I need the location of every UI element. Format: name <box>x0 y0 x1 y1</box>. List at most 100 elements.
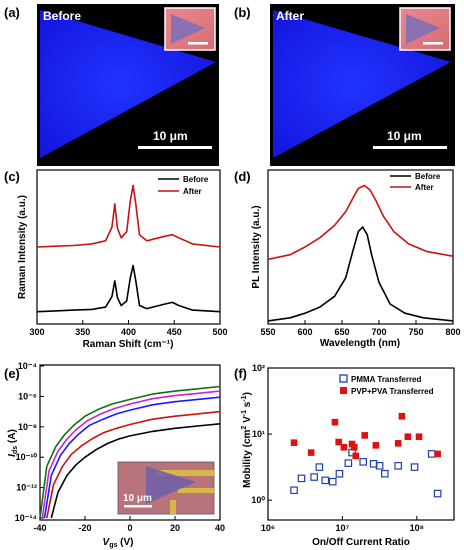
panel-f-point-pvp <box>361 432 369 439</box>
panel-e-inset-electrode-low <box>170 500 176 514</box>
panel-f-point-pvp <box>307 449 315 456</box>
panel-d-xtick-label: 550 <box>260 327 275 337</box>
panel-f-ylabel: Mobility (cm2 V-1 s-1) <box>241 392 253 488</box>
panel-f-point-pmma <box>290 486 298 495</box>
panel-f-point-pmma <box>335 469 344 478</box>
panel-a-inset-flake <box>171 14 205 44</box>
panel-c-ylabel: Raman Intensity (a.u.) <box>17 195 28 299</box>
panel-e-letter: (e) <box>4 366 20 381</box>
panel-e-ytick-label: 10⁻⁶ <box>18 391 37 401</box>
panel-f-point-pvp <box>331 418 339 426</box>
panel-e-lines <box>39 385 221 519</box>
panel-f-point-pmma <box>433 489 442 498</box>
panel-d-xtick-label: 650 <box>334 327 349 337</box>
panel-c-lines <box>36 184 221 313</box>
panel-a-letter: (a) <box>4 5 20 20</box>
panel-b-letter: (b) <box>234 5 251 20</box>
panel-a-scalebar-label: 10 μm <box>153 129 188 143</box>
panel-f-point-pvp <box>404 433 412 441</box>
panel-f-point-pmma <box>359 458 368 466</box>
panel-f-xlabel: On/Off Current Ratio <box>312 537 410 548</box>
panel-a: (a) Before 10 μm <box>4 4 219 166</box>
panel-a-flake <box>40 10 216 158</box>
panel-f-legend-pmma: PMMA Transferred <box>351 375 422 384</box>
panel-d-ylabel: PL Intensity (a.u.) <box>251 205 262 288</box>
panel-d-series-after <box>267 184 454 261</box>
panel-f-ticks: 10⁶ 10⁷ 10⁸ 10⁰ 10¹ 10² <box>251 363 424 533</box>
panel-e-xtick-label: -20 <box>78 523 91 533</box>
panel-b-title: After <box>276 9 304 23</box>
panel-e-curve-3 <box>43 396 221 519</box>
panel-f-xtick-label: 10⁸ <box>410 523 424 533</box>
panel-f-point-pmma <box>321 476 330 485</box>
panel-e-xtick-label: -40 <box>33 523 46 533</box>
panel-e-inset <box>117 461 215 515</box>
panel-f-point-pmma <box>328 477 337 486</box>
panel-f-point-pmma <box>410 463 419 471</box>
panel-c-letter: (c) <box>4 169 20 184</box>
panel-f-point-pvp <box>372 442 380 449</box>
panel-f-legend: PMMA Transferred PVP+PVA Transferred <box>339 374 434 396</box>
panel-c: (c) 300 350 400 450 500 Before After Raman S… <box>4 169 228 350</box>
panel-b-scalebar-label: 10 μm <box>387 129 422 143</box>
panel-f-point-pmma <box>427 450 436 458</box>
panel-d-lines <box>267 184 454 322</box>
panel-d-frame <box>267 169 454 325</box>
panel-a-inset-scalebar <box>188 42 208 45</box>
panel-c-xtick-label: 350 <box>75 327 90 337</box>
panel-f-point-pvp <box>348 440 356 448</box>
panel-f-point-pvp <box>340 444 348 451</box>
panel-d-xtick-label: 750 <box>408 327 423 337</box>
panel-e-inset-electrode-top <box>155 470 214 476</box>
panel-e-curve-2 <box>46 410 221 519</box>
panel-c-ticks: 300 350 400 450 500 <box>29 320 228 337</box>
panel-e-xtick-label: 20 <box>170 523 180 533</box>
panel-e-inset-flake <box>146 466 196 504</box>
panel-e-curve-4 <box>41 390 221 519</box>
panel-a-scalebar <box>138 146 212 149</box>
panel-f-ytick-label: 10¹ <box>252 429 265 439</box>
panel-f-point-pvp <box>335 438 342 446</box>
panel-d-xlabel: Wavelength (nm) <box>320 338 400 349</box>
panel-d-series-before <box>267 226 454 322</box>
panel-f-point-pvp <box>351 444 358 451</box>
panel-f-point-pvp <box>415 433 423 441</box>
panel-d-xtick-label: 600 <box>297 327 312 337</box>
panel-d-ticks: 550 600 650 700 750 800 <box>260 320 461 337</box>
panel-f-point-pmma <box>310 473 318 481</box>
panel-b-inset-scalebar <box>423 42 443 45</box>
panel-e-xtick-label: 40 <box>215 523 225 533</box>
panel-f-points <box>290 412 442 498</box>
panel-f-xtick-label: 10⁷ <box>336 523 350 533</box>
panel-e-xtick-label: 0 <box>127 523 132 533</box>
panel-c-xtick-label: 500 <box>212 327 227 337</box>
panel-f-point-pvp <box>352 452 360 460</box>
panel-f-legend-pmma-swatch <box>339 374 348 383</box>
panel-c-series-before <box>36 264 221 313</box>
panel-c-xtick-label: 450 <box>167 327 182 337</box>
panel-f-point-pmma <box>315 463 324 471</box>
panel-e-ytick-label: 10⁻¹² <box>16 483 37 493</box>
panel-e-ytick-label: 10⁻¹⁴ <box>15 513 37 523</box>
panel-d-letter: (d) <box>234 169 251 184</box>
panel-c-xtick-label: 300 <box>29 327 44 337</box>
panel-f-point-pmma <box>381 469 389 478</box>
panel-e: (e) -40 -20 0 20 40 10⁻⁴ 10⁻⁶ 10⁻⁸ 10⁻¹⁰ 10⁻¹² 10⁻… <box>4 361 225 549</box>
panel-e-ytick-label: 10⁻⁸ <box>18 422 37 432</box>
panel-e-inset-scalebar-label: 10 μm <box>123 493 152 504</box>
panel-f-xtick-label: 10⁶ <box>261 523 275 533</box>
panel-f-legend-pvp: PVP+PVA Transferred <box>351 387 434 396</box>
panel-c-xtick-label: 400 <box>121 327 136 337</box>
panel-f-ytick-label: 10⁰ <box>251 495 265 505</box>
panel-f-point-pmma <box>394 462 403 470</box>
panel-f-point-pvp <box>398 412 406 420</box>
panel-f-ytick-label: 10² <box>252 363 265 373</box>
panel-f-point-pmma <box>375 462 384 470</box>
panel-f-point-pmma <box>344 459 353 467</box>
panel-f-point-pvp <box>394 440 402 447</box>
panel-e-xlabel: Vgs (V) <box>103 537 134 549</box>
panel-f-point-pvp <box>290 439 298 446</box>
panel-d: (d) 550 600 650 700 750 800 Before After Wave… <box>234 169 461 349</box>
panel-b-inset-flake <box>406 14 440 44</box>
panel-f-legend-pvp-swatch <box>340 387 347 394</box>
